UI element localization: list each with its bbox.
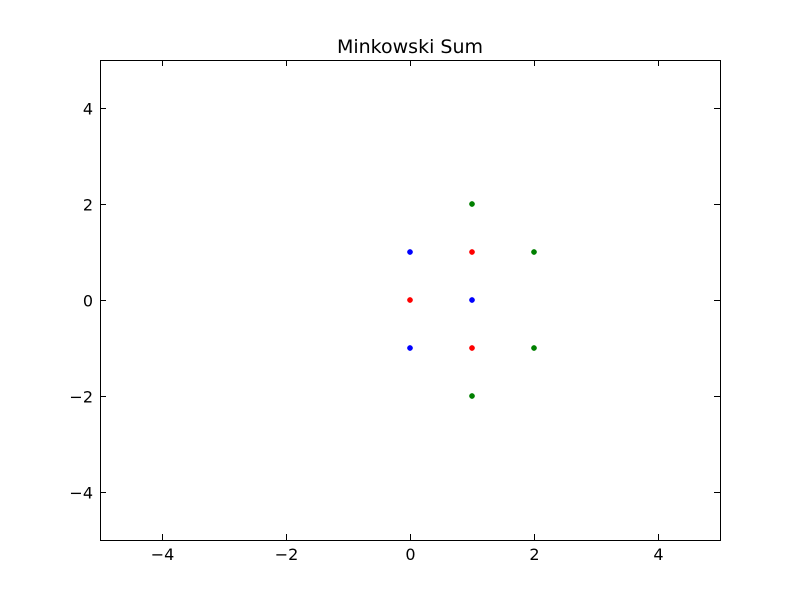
data-point — [407, 249, 413, 255]
x-tick-label: −2 — [275, 545, 299, 564]
y-tick-label: −4 — [69, 484, 93, 503]
x-tick-label: −4 — [151, 545, 175, 564]
x-tick-label: 0 — [405, 545, 415, 564]
data-point — [531, 345, 537, 351]
y-tick-label: 0 — [83, 292, 93, 311]
data-point — [407, 345, 413, 351]
data-point — [469, 201, 475, 207]
data-point — [469, 249, 475, 255]
plot-frame — [100, 60, 721, 541]
x-tick-label: 4 — [653, 545, 663, 564]
data-point — [531, 249, 537, 255]
data-points — [407, 201, 537, 399]
y-tick-label: 2 — [83, 196, 93, 215]
data-point — [407, 297, 413, 303]
data-point — [469, 297, 475, 303]
data-point — [469, 393, 475, 399]
chart-title: Minkowski Sum — [337, 36, 483, 58]
axis-tick-labels: −4 −2 0 2 4 −4 −2 0 2 4 — [69, 100, 663, 565]
x-tick-label: 2 — [529, 545, 539, 564]
y-tick-label: −2 — [69, 388, 93, 407]
y-tick-label: 4 — [83, 100, 93, 119]
data-point — [469, 345, 475, 351]
